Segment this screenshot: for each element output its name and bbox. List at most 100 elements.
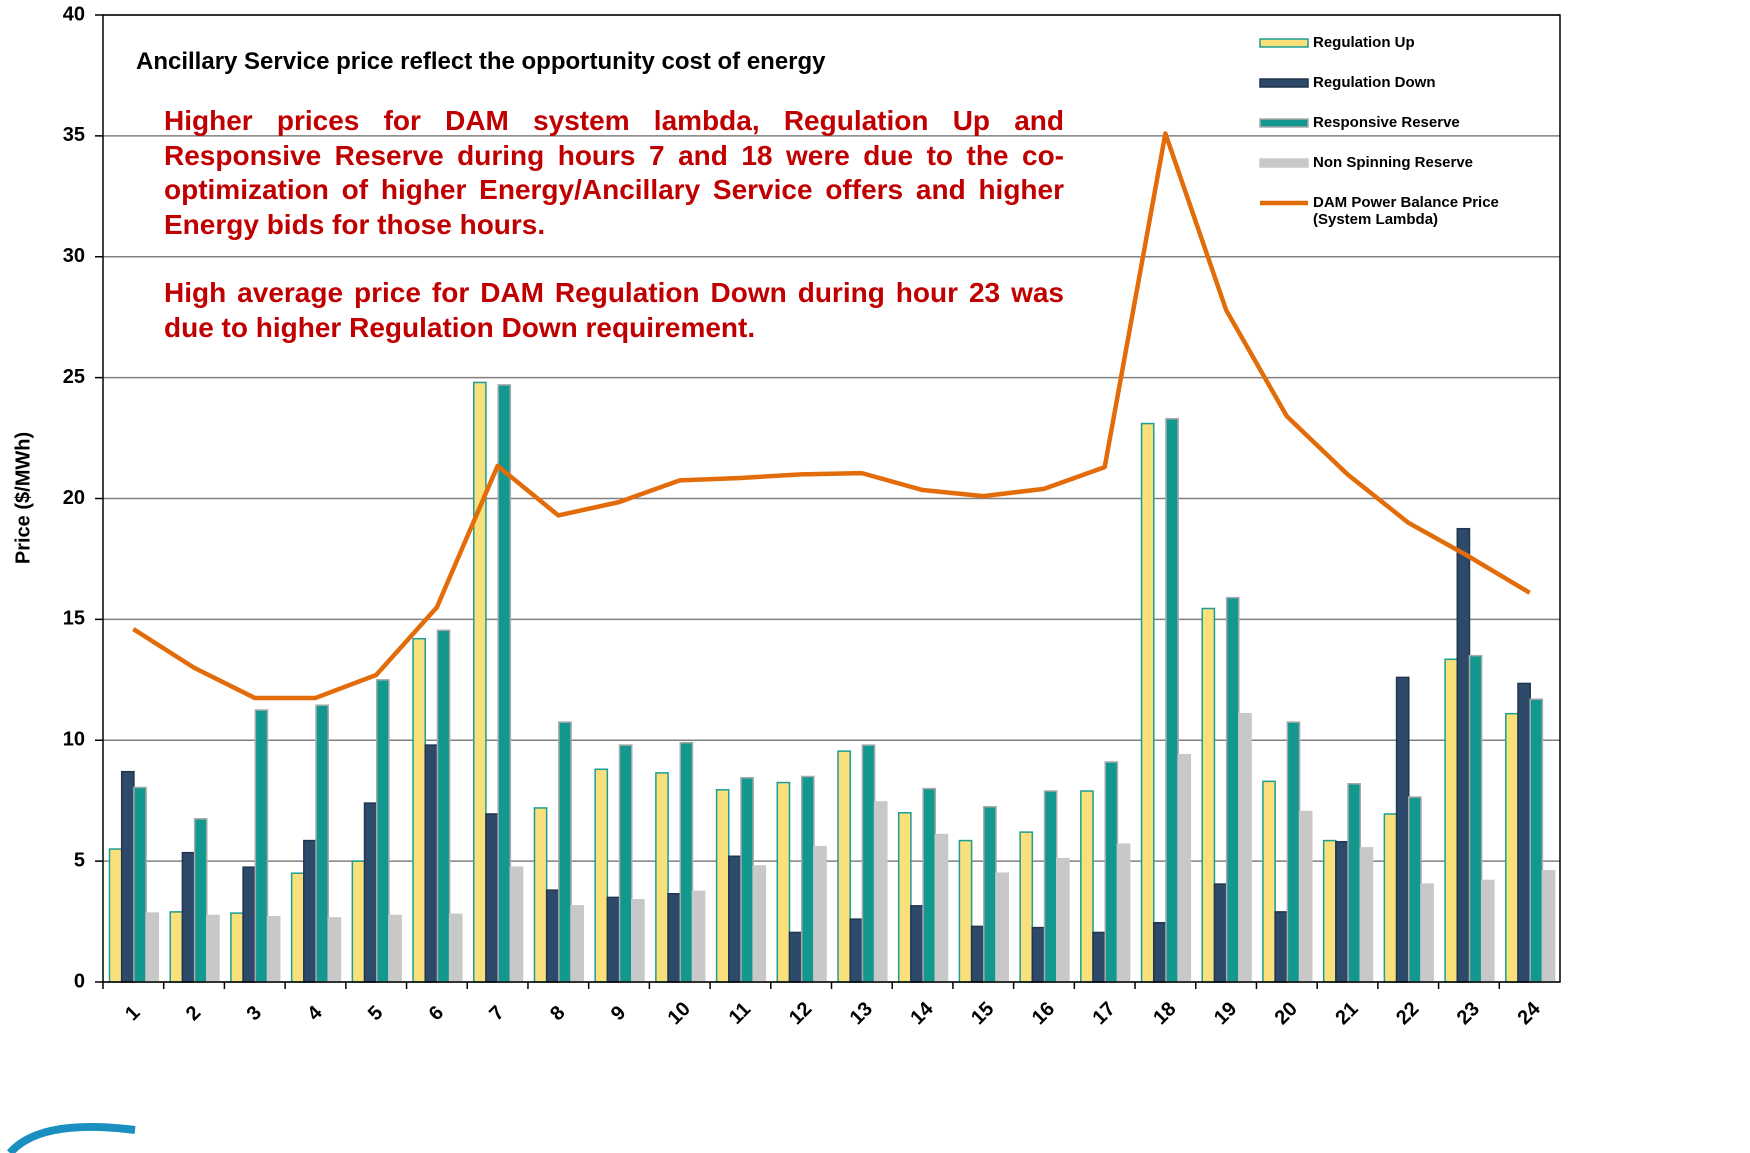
chart-title: Ancillary Service price reflect the oppo… — [136, 48, 826, 75]
y-tick-label: 40 — [63, 3, 85, 25]
bar — [303, 839, 317, 983]
bar — [618, 744, 633, 983]
bar — [375, 679, 390, 983]
legend-swatch — [1259, 38, 1309, 48]
x-tick-label: 14 — [906, 997, 938, 1029]
legend-label: Regulation Down — [1313, 74, 1436, 91]
bar — [1152, 922, 1167, 983]
annotation: High average price for DAM Regulation Do… — [164, 277, 1064, 343]
y-tick-label: 10 — [63, 729, 85, 751]
bar — [266, 915, 281, 983]
bar — [667, 893, 682, 983]
bar — [351, 860, 366, 983]
bar — [837, 750, 851, 983]
bar — [315, 704, 329, 983]
bar — [1104, 761, 1119, 983]
x-tick-label: 15 — [967, 998, 998, 1029]
line — [132, 131, 1531, 701]
bar — [485, 813, 499, 983]
bar — [1335, 841, 1349, 983]
bar — [691, 890, 706, 983]
bar — [1080, 790, 1094, 983]
bar — [1347, 783, 1362, 983]
bar — [473, 381, 487, 983]
bar — [206, 914, 220, 983]
logo-arc — [6, 1122, 136, 1153]
bar — [1322, 839, 1337, 983]
bar — [1116, 843, 1131, 983]
y-axis-label: Price ($/MWh) — [12, 432, 34, 564]
bar — [1383, 813, 1398, 983]
bar — [1408, 796, 1422, 983]
x-tick-label: 3 — [243, 1002, 266, 1025]
bar — [1043, 790, 1058, 983]
x-tick-label: 24 — [1513, 997, 1545, 1029]
bar — [934, 833, 949, 983]
x-tick-label: 19 — [1210, 998, 1241, 1029]
bar — [728, 855, 742, 983]
bar — [1140, 422, 1155, 983]
bar — [1274, 911, 1289, 983]
y-tick-label: 30 — [63, 245, 85, 267]
bar — [922, 787, 937, 983]
bar — [813, 845, 827, 983]
legend-label: Non Spinning Reserve — [1313, 154, 1474, 171]
bar — [594, 768, 609, 983]
bar — [1286, 721, 1301, 983]
bar — [363, 802, 378, 983]
bar — [1201, 607, 1216, 983]
bar — [1298, 810, 1313, 983]
bar — [558, 721, 572, 983]
bar — [242, 866, 257, 983]
y-tick-label: 20 — [63, 487, 85, 509]
x-tick-label: 17 — [1089, 998, 1120, 1029]
x-tick-label: 11 — [725, 998, 756, 1029]
bar — [412, 637, 426, 983]
bar — [631, 899, 645, 983]
bar — [509, 866, 524, 983]
x-tick-label: 9 — [607, 1002, 630, 1025]
bar — [740, 776, 754, 983]
x-tick-label: 8 — [546, 1002, 569, 1025]
legend-label: DAM Power Balance Price (System Lambda) — [1313, 194, 1499, 228]
bar — [108, 848, 123, 983]
x-tick-label: 6 — [425, 1002, 448, 1025]
bar — [679, 741, 694, 983]
bar — [1359, 847, 1374, 983]
bar — [983, 805, 997, 983]
bar — [120, 770, 135, 983]
y-tick-label: 25 — [63, 366, 85, 388]
bar — [169, 911, 184, 983]
bar — [570, 905, 585, 983]
legend-label: Regulation Up — [1313, 34, 1415, 51]
x-tick-label: 1 — [121, 1002, 144, 1025]
legend-swatch — [1259, 158, 1309, 168]
y-tick-label: 5 — [74, 849, 85, 871]
bar — [1480, 879, 1495, 983]
bar — [1177, 754, 1192, 983]
x-tick-label: 4 — [303, 1001, 327, 1025]
bar — [1529, 698, 1544, 983]
bar — [788, 931, 803, 983]
bar — [752, 865, 767, 983]
bar — [327, 917, 342, 983]
bar — [1262, 780, 1276, 983]
bar — [995, 872, 1009, 983]
y-tick-label: 15 — [63, 608, 85, 630]
bar — [1468, 654, 1483, 983]
x-tick-label: 7 — [485, 1002, 508, 1025]
bar — [1420, 883, 1434, 983]
x-tick-label: 16 — [1028, 998, 1059, 1029]
x-tick-label: 2 — [182, 1002, 205, 1025]
y-tick-label: 35 — [63, 124, 85, 146]
y-tick-label: 0 — [74, 970, 85, 992]
bar — [910, 905, 924, 983]
x-tick-label: 18 — [1149, 998, 1180, 1029]
bar — [181, 851, 196, 983]
bar — [800, 775, 815, 983]
bar — [145, 912, 160, 983]
annotation: Higher prices for DAM system lambda, Reg… — [164, 105, 1064, 240]
bar — [606, 896, 621, 983]
